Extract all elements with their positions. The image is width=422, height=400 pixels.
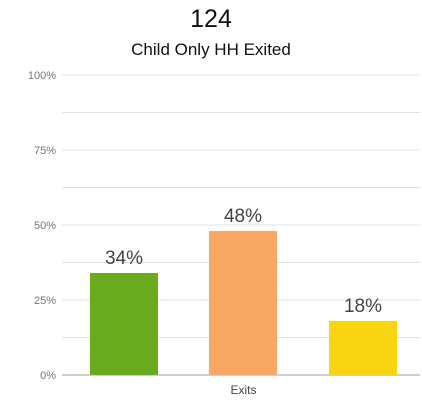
bar [329, 321, 397, 375]
bar-data-label: 18% [344, 296, 382, 317]
y-tick-label: 25% [34, 295, 56, 307]
bar [209, 231, 277, 375]
y-tick-label: 75% [34, 145, 56, 157]
y-tick-label: 100% [28, 70, 56, 82]
y-tick-label: 50% [34, 220, 56, 232]
bar [90, 273, 158, 375]
bar-data-label: 34% [105, 248, 143, 269]
x-category-label: Exits [230, 383, 256, 397]
kpi-caption: Child Only HH Exited [131, 40, 291, 59]
y-tick-label: 0% [40, 370, 56, 382]
kpi-value: 124 [190, 5, 232, 33]
bar-data-label: 48% [224, 206, 262, 227]
